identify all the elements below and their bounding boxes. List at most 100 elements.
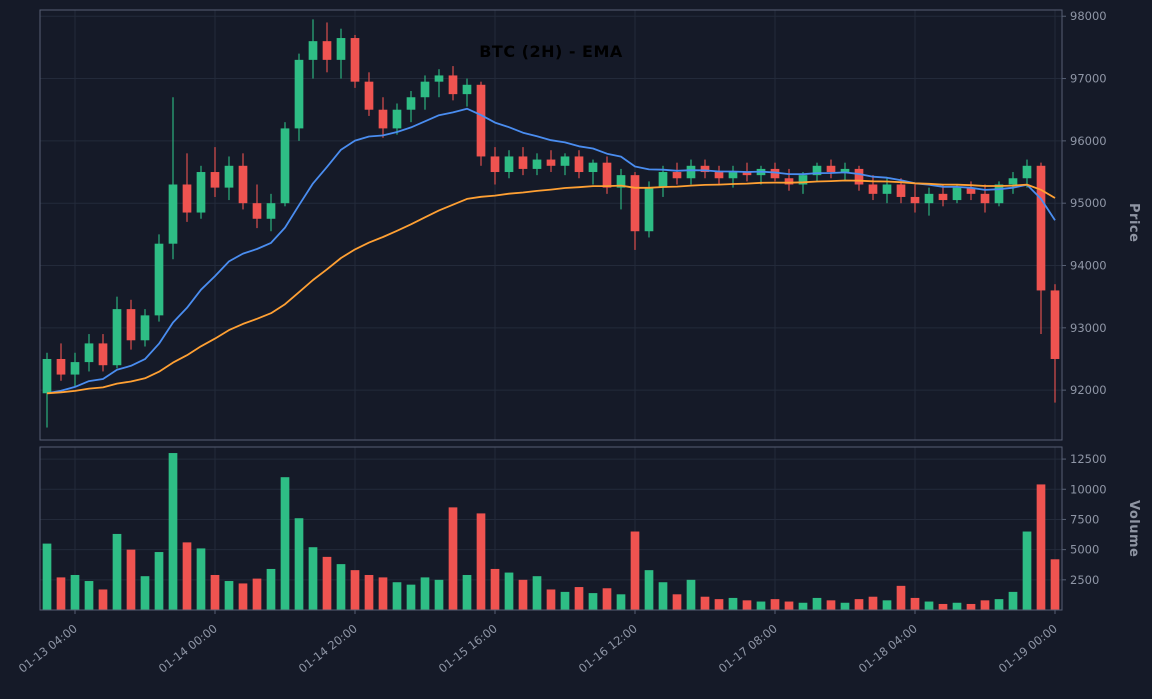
volume-bar — [448, 507, 458, 610]
volume-bar — [518, 579, 528, 610]
candle-body — [476, 84, 486, 157]
volume-bar — [854, 599, 864, 610]
volume-bar — [140, 576, 150, 610]
candle-body — [364, 81, 374, 110]
volume-bar — [868, 596, 878, 610]
volume-bar — [882, 600, 892, 610]
x-tick-label: 01-17 08:00 — [716, 621, 780, 675]
candle-body — [238, 165, 248, 204]
candle-body — [182, 184, 192, 213]
candle-body — [980, 193, 990, 204]
volume-bar — [378, 577, 388, 610]
volume-bar — [602, 588, 612, 610]
volume-bar — [560, 591, 570, 610]
candle-body — [672, 172, 682, 179]
candle-body — [686, 165, 696, 179]
volume-bar — [266, 568, 276, 610]
volume-bar — [168, 453, 178, 610]
volume-bar — [714, 599, 724, 610]
candle-body — [840, 168, 850, 173]
candle-body — [574, 156, 584, 173]
candle-body — [224, 165, 234, 188]
volume-bar — [588, 593, 598, 610]
volume-bar — [644, 570, 654, 610]
x-tick-label: 01-18 04:00 — [856, 621, 920, 675]
price-tick-label: 92000 — [1070, 383, 1107, 397]
candle-body — [392, 109, 402, 129]
x-tick-label: 01-14 00:00 — [156, 621, 220, 675]
candle-body — [924, 193, 934, 204]
candle-body — [784, 178, 794, 185]
candle-body — [630, 175, 640, 232]
volume-tick-label: 5000 — [1070, 543, 1099, 557]
candle-body — [532, 159, 542, 169]
candle-body — [168, 184, 178, 244]
candle-body — [210, 172, 220, 188]
volume-bar — [630, 531, 640, 610]
volume-bar — [126, 549, 136, 610]
volume-bar — [322, 556, 332, 610]
volume-bar — [658, 582, 668, 610]
x-tick-label: 01-13 04:00 — [16, 621, 80, 675]
volume-bar — [56, 577, 66, 610]
candle-body — [350, 38, 360, 82]
candle-body — [658, 172, 668, 188]
candle-body — [518, 156, 528, 169]
volume-panel-border — [39, 446, 1063, 611]
volume-bar — [1008, 591, 1018, 610]
volume-bar — [1050, 559, 1060, 610]
volume-bar — [490, 568, 500, 610]
candle-body — [700, 165, 710, 173]
volume-bar — [154, 552, 164, 610]
candle-body — [140, 315, 150, 341]
volume-bar — [994, 599, 1004, 610]
volume-bar — [896, 585, 906, 610]
x-tick-label: 01-19 00:00 — [996, 621, 1060, 675]
candle-body — [714, 172, 724, 179]
volume-tick-label: 7500 — [1070, 512, 1099, 526]
candle-body — [770, 168, 780, 179]
candle-body — [154, 243, 164, 316]
volume-tick-label: 12500 — [1070, 452, 1107, 466]
volume-bar — [182, 542, 192, 610]
volume-bar — [532, 576, 542, 610]
price-tick-label: 95000 — [1070, 196, 1107, 210]
volume-bar — [672, 594, 682, 610]
candle-body — [406, 97, 416, 110]
volume-bar — [798, 602, 808, 610]
candle-body — [742, 172, 752, 176]
volume-axis-title: Volume — [1126, 500, 1141, 558]
volume-bar — [504, 572, 514, 610]
volume-bar — [420, 577, 430, 610]
candle-body — [1022, 165, 1032, 179]
candle-body — [378, 109, 388, 129]
price-panel-border — [39, 9, 1063, 441]
price-tick-label: 97000 — [1070, 72, 1107, 86]
candle-body — [868, 184, 878, 194]
chart-title: BTC (2H) - EMA — [479, 42, 623, 61]
candle-body — [448, 75, 458, 95]
candle-body — [56, 358, 66, 375]
candle-body — [294, 59, 304, 129]
candle-body — [266, 203, 276, 219]
candle-body — [336, 38, 346, 60]
volume-bar — [308, 547, 318, 610]
volume-bar — [742, 600, 752, 610]
candle-body — [644, 187, 654, 232]
volume-tick-label: 2500 — [1070, 573, 1099, 587]
candle-body — [952, 187, 962, 201]
candle-body — [252, 203, 262, 219]
candle-body — [196, 172, 206, 213]
volume-bar — [1036, 484, 1046, 610]
volume-bar — [84, 581, 94, 610]
candle-body — [84, 343, 94, 363]
volume-tick-label: 10000 — [1070, 482, 1107, 496]
volume-bar — [476, 513, 486, 610]
candle-body — [798, 175, 808, 185]
candle-body — [70, 362, 80, 375]
volume-bar — [826, 600, 836, 610]
volume-bar — [280, 477, 290, 610]
price-axis-title: Price — [1126, 203, 1141, 243]
volume-bar — [616, 594, 626, 610]
